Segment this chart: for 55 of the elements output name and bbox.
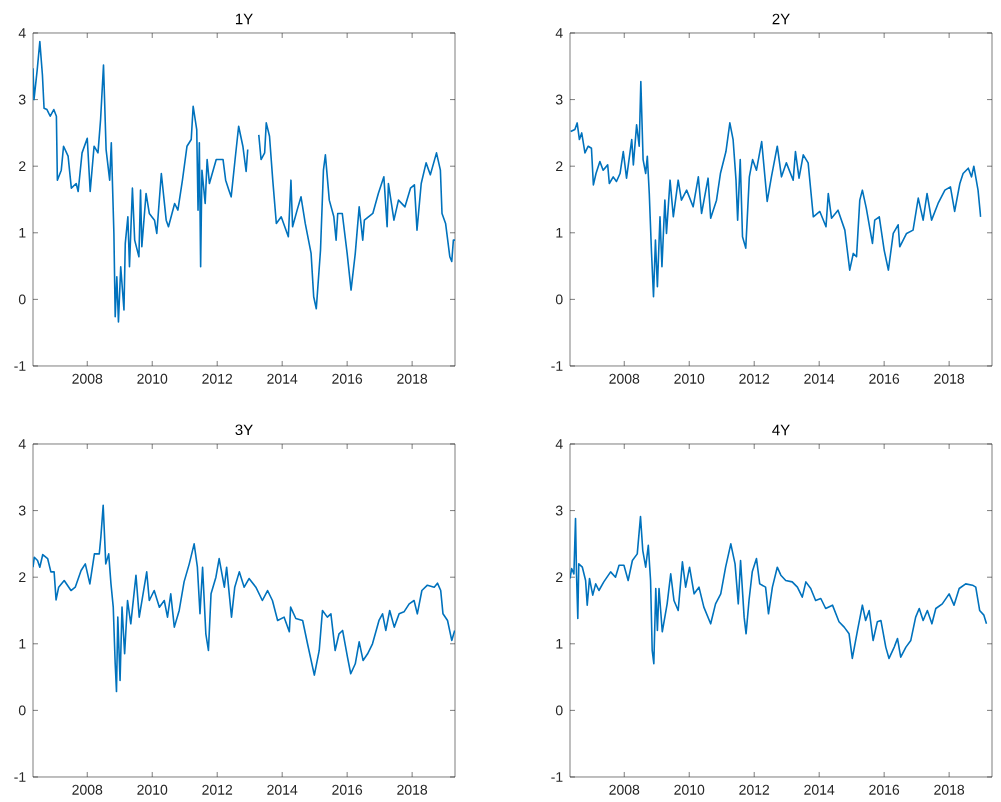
x-tick-label: 2016: [332, 784, 363, 795]
y-tick-label: 1: [19, 227, 26, 238]
y-tick-label: 3: [555, 94, 563, 105]
x-tick-label: 2018: [934, 784, 965, 795]
y-tick-label: 4: [18, 28, 26, 38]
x-tick-label: 2012: [739, 784, 770, 795]
y-tick-label: -1: [551, 772, 563, 782]
x-tick-label: 2012: [202, 373, 233, 384]
y-tick-label: 3: [18, 94, 26, 105]
y-tick-label: -1: [551, 361, 563, 371]
x-tick-label: 2012: [739, 373, 770, 384]
y-tick-label: 3: [555, 505, 563, 516]
y-tick-label: 2: [556, 161, 563, 172]
x-tick-label: 2008: [609, 373, 640, 384]
line-series: [33, 504, 456, 693]
y-tick-label: 4: [18, 439, 26, 449]
chart-title: 2Y: [772, 13, 790, 25]
y-tick-label: 1: [19, 638, 26, 649]
x-tick-label: 2014: [267, 784, 298, 795]
x-tick-label: 2014: [267, 373, 298, 384]
x-tick-label: 2012: [202, 784, 233, 795]
x-tick-label: 2018: [934, 373, 965, 384]
x-tick-label: 2016: [869, 373, 900, 384]
y-tick-label: -1: [14, 361, 26, 371]
x-tick-label: 2010: [674, 784, 705, 795]
y-tick-label: 0: [555, 705, 563, 716]
x-tick-label: 2016: [332, 373, 363, 384]
y-tick-label: 3: [18, 505, 26, 516]
y-tick-label: 1: [556, 638, 563, 649]
x-tick-label: 2016: [869, 784, 900, 795]
x-tick-label: 2008: [72, 784, 103, 795]
x-tick-label: 2008: [609, 784, 640, 795]
y-tick-label: -1: [14, 772, 26, 782]
chart-title: 1Y: [235, 13, 253, 25]
y-tick-label: 4: [555, 439, 563, 449]
x-tick-label: 2010: [674, 373, 705, 384]
line-series: [570, 515, 988, 665]
chart-title: 4Y: [772, 424, 790, 436]
y-tick-label: 2: [19, 572, 26, 583]
chart-title: 3Y: [235, 424, 253, 436]
x-tick-label: 2018: [397, 784, 428, 795]
x-tick-label: 2010: [137, 373, 168, 384]
x-tick-label: 2010: [137, 784, 168, 795]
y-tick-label: 0: [555, 294, 563, 305]
y-tick-label: 1: [556, 227, 563, 238]
x-tick-label: 2008: [72, 373, 103, 384]
y-tick-label: 0: [18, 705, 26, 716]
y-tick-label: 4: [555, 28, 563, 38]
y-tick-label: 0: [18, 294, 26, 305]
line-series: [570, 80, 982, 298]
x-tick-label: 2014: [804, 784, 835, 795]
x-tick-label: 2018: [397, 373, 428, 384]
y-tick-label: 2: [19, 161, 26, 172]
y-tick-label: 2: [556, 572, 563, 583]
x-tick-label: 2014: [804, 373, 835, 384]
